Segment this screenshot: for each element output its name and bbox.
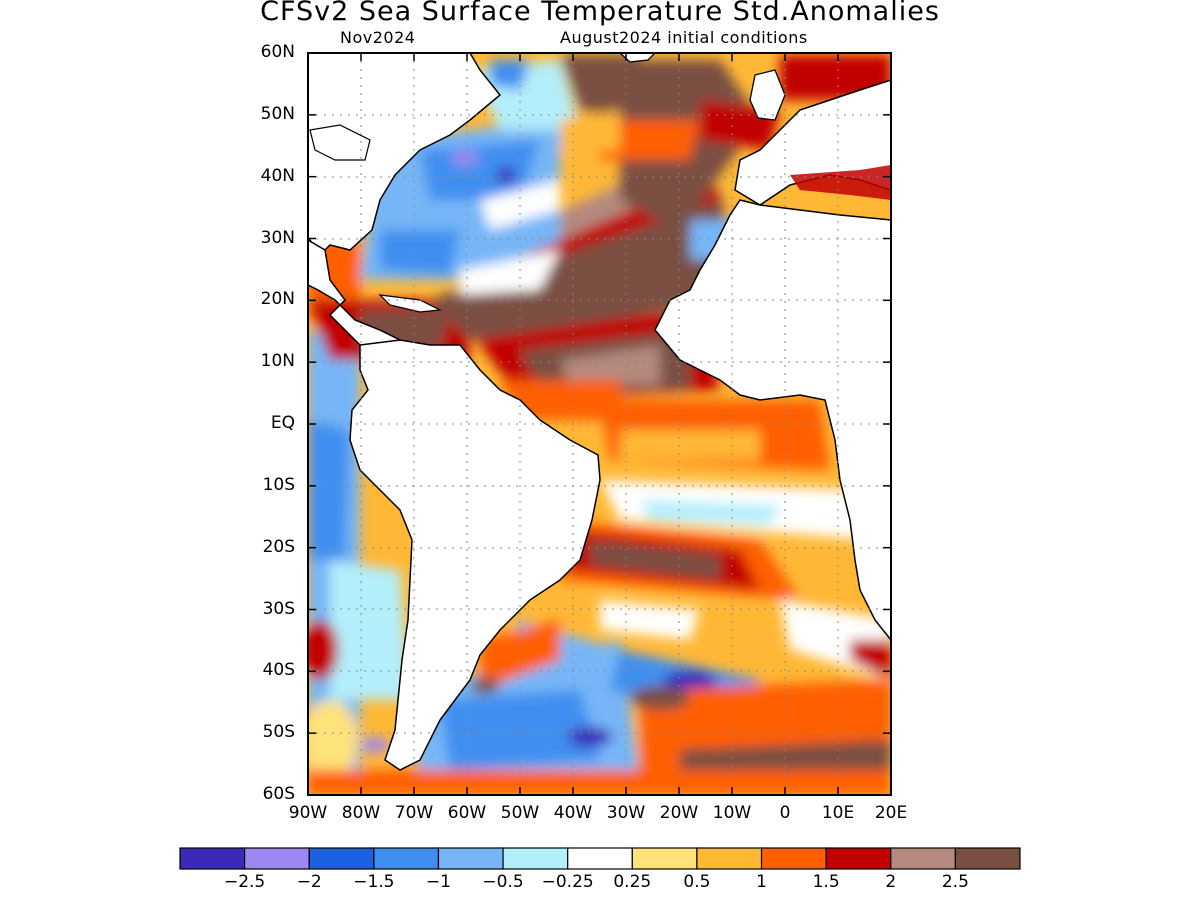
- colorbar-swatch: [890, 847, 956, 870]
- colorbar-swatch: [696, 847, 763, 870]
- lon-label: 60W: [447, 803, 487, 823]
- lat-label: 30S: [262, 598, 295, 619]
- lon-label: 20E: [874, 803, 908, 823]
- lon-label: 80W: [341, 803, 381, 823]
- colorbar-label: 2: [885, 872, 897, 892]
- colorbar-label: 0.25: [613, 872, 652, 892]
- forecast-month-label: Nov2024: [340, 28, 416, 47]
- colorbar-label: −0.25: [541, 872, 594, 892]
- land-cuba: [378, 294, 443, 313]
- lon-label: 50W: [500, 803, 540, 823]
- lat-label: 20N: [260, 289, 295, 310]
- colorbar-label: −0.5: [482, 872, 524, 892]
- land-great-lakes: [309, 124, 371, 161]
- land-mediterranean: [790, 165, 891, 200]
- gridlines: [308, 53, 891, 795]
- colorbar-label: 1.5: [812, 872, 840, 892]
- lat-label: 50N: [260, 103, 295, 124]
- lat-label: 10S: [262, 474, 295, 495]
- lat-label: 10N: [260, 351, 295, 372]
- lat-label: 60S: [262, 784, 295, 804]
- lat-label: 20S: [262, 536, 295, 557]
- colorbar-swatch: [825, 847, 892, 870]
- colorbar-swatch: [567, 847, 633, 870]
- colorbar-label: −2.5: [223, 872, 266, 892]
- lon-label: 10W: [712, 803, 752, 823]
- colorbar-swatch: [373, 847, 440, 870]
- colorbar-label: 2.5: [941, 872, 969, 892]
- lon-label: 10E: [821, 803, 855, 823]
- anomaly-field: [308, 53, 891, 795]
- colorbar-swatch: [502, 847, 569, 870]
- lon-label: 70W: [394, 803, 434, 823]
- lat-label: 30N: [260, 227, 295, 248]
- lat-label: 40S: [262, 660, 295, 681]
- colorbar-swatch: [437, 847, 504, 870]
- lon-label: 0: [779, 803, 791, 823]
- colorbar-swatch: [244, 847, 310, 870]
- lon-label: 40W: [553, 803, 593, 823]
- lat-label: 60N: [260, 42, 295, 62]
- colorbar: [179, 847, 1021, 870]
- axis-ticks: [307, 52, 892, 796]
- colorbar-swatch: [760, 847, 827, 870]
- figure-title: CFSv2 Sea Surface Temperature Std.Anomal…: [260, 0, 940, 27]
- land-british-isles: [749, 69, 786, 121]
- colorbar-swatch: [954, 847, 1021, 870]
- lon-label: 20W: [659, 803, 699, 823]
- colorbar-swatch: [308, 847, 375, 870]
- colorbar-swatch: [179, 847, 246, 870]
- lat-label: EQ: [270, 413, 295, 433]
- colorbar-label: −1.5: [353, 872, 395, 892]
- colorbar-label: 1: [756, 872, 767, 892]
- initial-conditions-label: August2024 initial conditions: [560, 28, 808, 47]
- lon-label: 90W: [288, 803, 328, 823]
- land-africa: [654, 199, 891, 642]
- lat-label: 50S: [262, 722, 295, 743]
- colorbar-label: 0.5: [683, 872, 711, 892]
- colorbar-label: −1: [425, 872, 451, 892]
- lon-label: 30W: [606, 803, 646, 823]
- colorbar-swatch: [631, 847, 698, 870]
- lat-label: 40N: [260, 165, 295, 186]
- land-south-america: [349, 339, 601, 771]
- colorbar-label: −2: [296, 872, 322, 892]
